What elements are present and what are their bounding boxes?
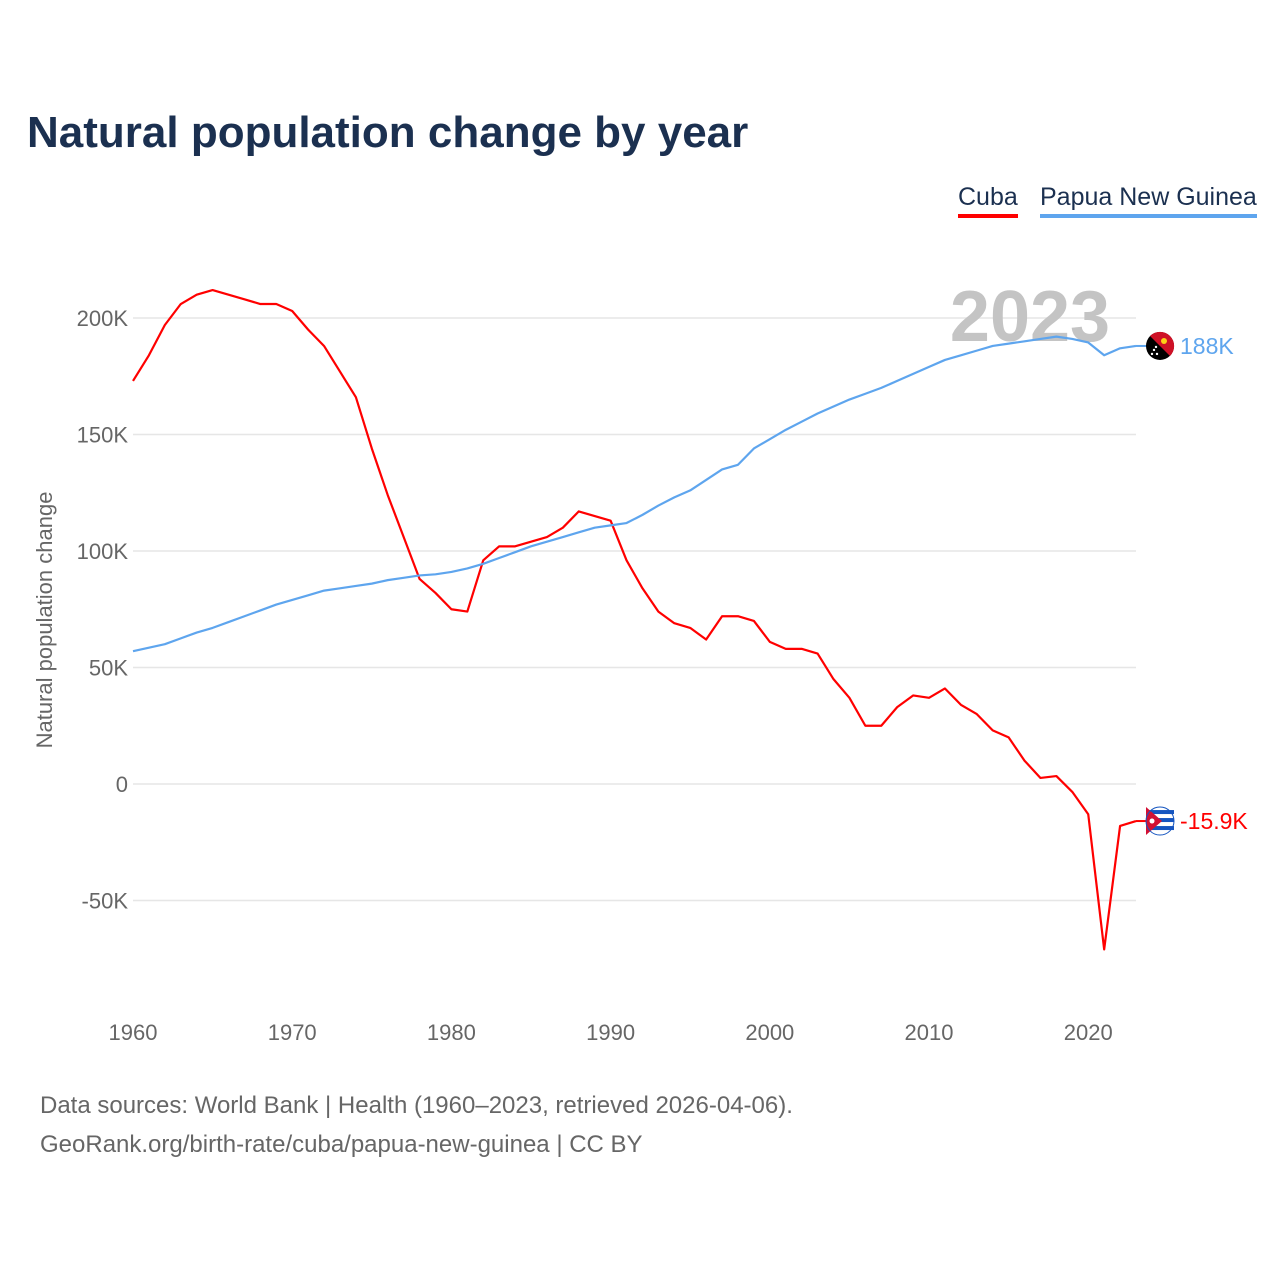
x-tick-label: 2010 xyxy=(905,1020,954,1045)
y-axis-label: Natural population change xyxy=(32,492,57,749)
y-tick-label: 50K xyxy=(89,656,128,681)
y-tick-label: -50K xyxy=(82,889,129,914)
y-tick-label: 0 xyxy=(116,772,128,797)
end-value-label: -15.9K xyxy=(1180,808,1248,834)
attribution-link[interactable]: GeoRank.org/birth-rate/cuba/papua-new-gu… xyxy=(40,1131,643,1158)
data-source-text: Data sources: World Bank | Health (1960–… xyxy=(40,1092,793,1119)
legend-cuba[interactable]: Cuba xyxy=(958,183,1018,218)
y-tick-label: 100K xyxy=(77,539,129,564)
year-watermark: 2023 xyxy=(950,277,1110,357)
x-tick-label: 1970 xyxy=(268,1020,317,1045)
series-line-cuba xyxy=(132,288,1137,951)
cuba-flag-icon xyxy=(1145,806,1175,836)
x-tick-label: 2020 xyxy=(1064,1020,1113,1045)
x-tick-label: 1990 xyxy=(586,1020,635,1045)
end-value-label: 188K xyxy=(1180,333,1234,359)
y-tick-label: 150K xyxy=(77,423,129,448)
chart-title: Natural population change by year xyxy=(27,108,749,157)
png-flag-icon xyxy=(1146,331,1175,360)
legend-papua-new-guinea[interactable]: Papua New Guinea xyxy=(1040,183,1257,218)
x-tick-label: 1980 xyxy=(427,1020,476,1045)
y-tick-label: 200K xyxy=(77,306,129,331)
footer: Data sources: World Bank | Health (1960–… xyxy=(40,1086,793,1164)
series-line-papua-new-guinea xyxy=(132,335,1137,653)
x-tick-label: 1960 xyxy=(109,1020,158,1045)
x-tick-label: 2000 xyxy=(745,1020,794,1045)
